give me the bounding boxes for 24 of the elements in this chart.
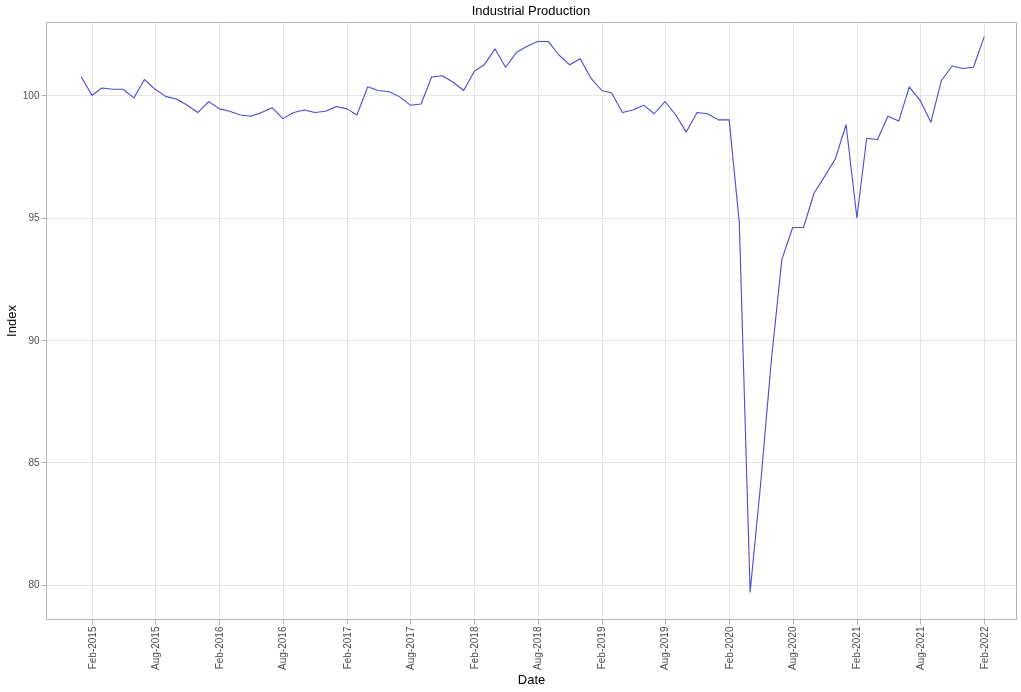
y-axis-title: Index: [3, 304, 19, 337]
x-tick-label: Feb-2019: [596, 626, 608, 670]
chart-title: Industrial Production: [471, 3, 591, 18]
x-tick-label: Feb-2022: [978, 626, 990, 670]
x-tick-label: Feb-2018: [468, 626, 480, 670]
line-series: [80, 36, 985, 593]
x-tick-label: Aug-2015: [149, 626, 161, 670]
y-tick-label: 80: [28, 579, 40, 591]
y-tick-label: 95: [28, 212, 40, 224]
x-tick-label: Aug-2016: [277, 626, 289, 670]
x-tick-label: Aug-2018: [532, 626, 544, 670]
x-tick-label: Aug-2021: [914, 626, 926, 670]
y-tick-label: 90: [28, 334, 40, 346]
x-tick-label: Aug-2019: [659, 626, 671, 670]
y-tick-label: 85: [28, 456, 40, 468]
x-tick-label: Feb-2016: [213, 626, 225, 670]
x-tick-label: Feb-2020: [723, 626, 735, 670]
x-tick-label: Aug-2017: [404, 626, 416, 670]
x-axis-title: Date: [517, 671, 546, 687]
x-tick-label: Feb-2015: [86, 626, 98, 670]
x-tick-label: Feb-2017: [341, 626, 353, 670]
x-tick-label: Aug-2020: [787, 626, 799, 670]
y-tick-label: 100: [22, 89, 40, 101]
x-tick-label: Feb-2021: [851, 626, 863, 670]
